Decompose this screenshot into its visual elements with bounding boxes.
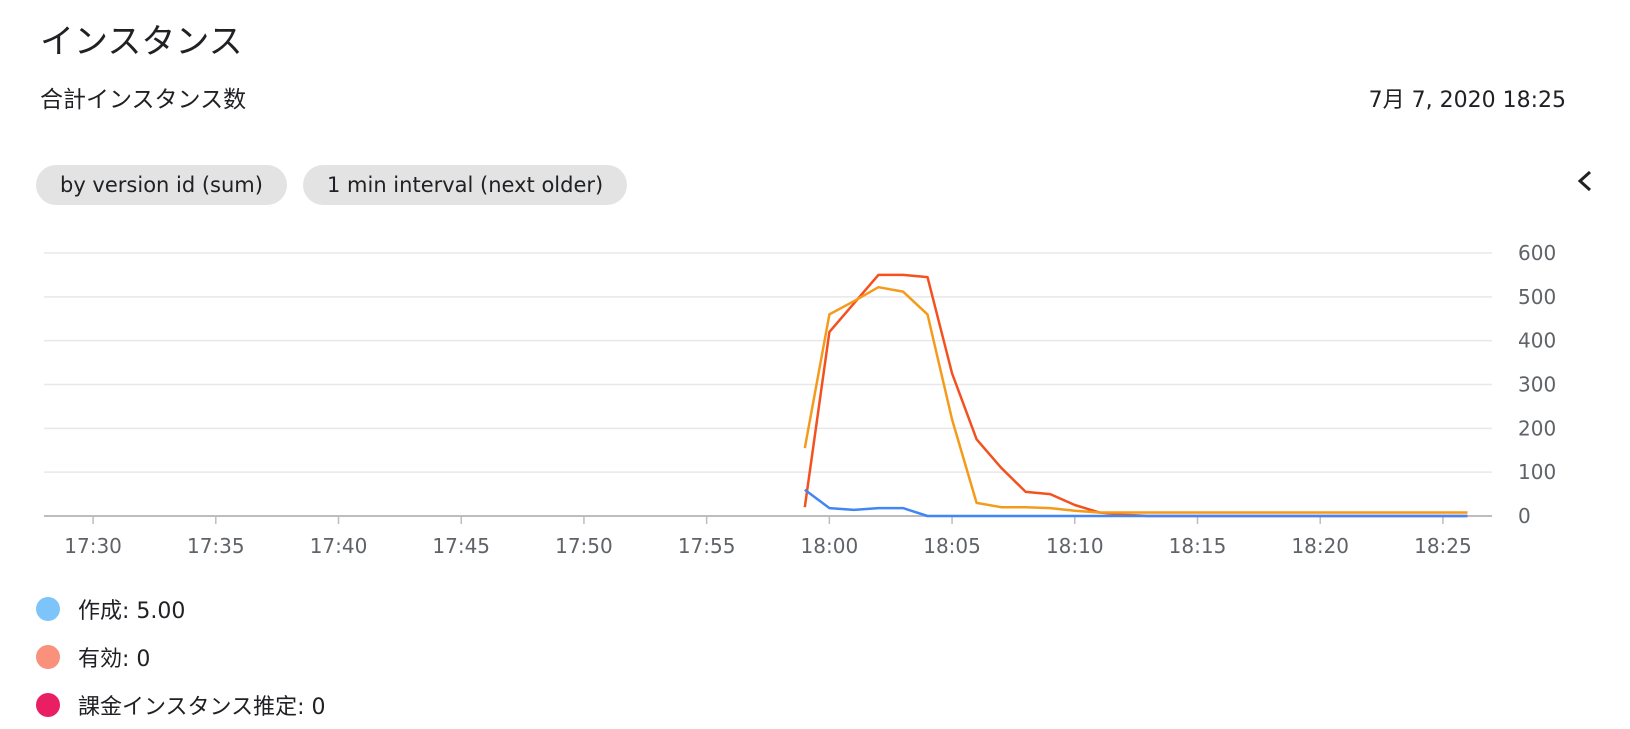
- x-tick-label: 18:05: [923, 534, 981, 558]
- x-tick-label: 17:45: [432, 534, 490, 558]
- y-tick-label: 500: [1518, 285, 1556, 309]
- aggregation-chip[interactable]: by version id (sum): [36, 165, 287, 205]
- series-line-1[interactable]: [803, 285, 1468, 514]
- legend-label: 有効: 0: [78, 647, 151, 672]
- interval-chip[interactable]: 1 min interval (next older): [303, 165, 628, 205]
- x-tick-label: 17:35: [187, 534, 245, 558]
- series-line-0[interactable]: [803, 273, 1468, 518]
- y-tick-label: 0: [1518, 504, 1531, 528]
- legend-label: 課金インスタンス推定: 0: [78, 695, 326, 720]
- instances-line-chart: 0 100 200 300 400 500 600 17:30 17:35 17:40 17:45 1…: [44, 241, 1556, 558]
- legend: 作成: 5.00 有効: 0 課金インスタンス推定: 0: [36, 585, 326, 729]
- chevron-left-icon: [1577, 170, 1592, 192]
- x-tick-label: 18:15: [1169, 534, 1227, 558]
- legend-item-active[interactable]: 有効: 0: [36, 633, 326, 681]
- y-tick-label: 100: [1518, 460, 1556, 484]
- legend-label: 作成: 5.00: [78, 599, 186, 624]
- series-line-2[interactable]: [804, 488, 1468, 518]
- x-tick-label: 17:55: [678, 534, 736, 558]
- y-tick-label: 300: [1518, 373, 1556, 397]
- y-tick-label: 200: [1518, 416, 1556, 440]
- legend-item-billed-estimate[interactable]: 課金インスタンス推定: 0: [36, 681, 326, 729]
- x-tick-label: 17:50: [555, 534, 613, 558]
- chart-subtitle: 合計インスタンス数: [40, 87, 247, 113]
- x-tick-label: 18:10: [1046, 534, 1104, 558]
- x-tick-label: 18:25: [1414, 534, 1472, 558]
- legend-dot: [36, 597, 60, 621]
- legend-dot: [36, 645, 60, 669]
- legend-item-created[interactable]: 作成: 5.00: [36, 585, 326, 633]
- legend-dot: [36, 693, 60, 717]
- y-tick-label: 600: [1518, 241, 1556, 265]
- timestamp: 7月 7, 2020 18:25: [1368, 88, 1566, 113]
- x-tick-label: 18:00: [801, 534, 859, 558]
- page-title: インスタンス: [40, 22, 243, 62]
- y-tick-label: 400: [1518, 329, 1556, 353]
- x-tick-label: 17:30: [64, 534, 122, 558]
- x-tick-label: 18:20: [1291, 534, 1349, 558]
- collapse-button[interactable]: [1570, 166, 1600, 196]
- x-tick-label: 17:40: [310, 534, 368, 558]
